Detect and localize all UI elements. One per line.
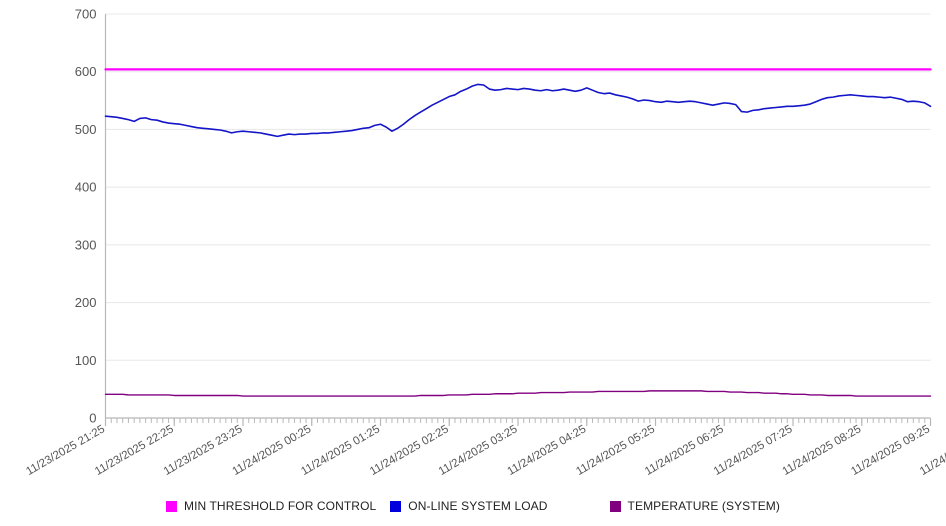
series-line bbox=[104, 390, 932, 397]
y-tick-label: 0 bbox=[89, 411, 96, 426]
y-tick-label: 600 bbox=[75, 64, 97, 79]
chart-plot-area: 700 600 500 400 300 200 100 0 11/23/2025 21:251… bbox=[24, 7, 946, 478]
y-tick-label: 700 bbox=[75, 7, 97, 22]
series-line bbox=[104, 83, 932, 138]
legend-item-system-load[interactable]: ON-LINE SYSTEM LOAD bbox=[390, 499, 547, 513]
y-axis-tick-labels: 700 600 500 400 300 200 100 0 bbox=[75, 7, 97, 426]
gridlines bbox=[105, 13, 931, 419]
y-tick-label: 100 bbox=[75, 353, 97, 368]
x-axis-major-ticks bbox=[104, 418, 932, 426]
legend-label-temperature: TEMPERATURE (SYSTEM) bbox=[627, 499, 780, 513]
y-tick-label: 500 bbox=[75, 122, 97, 137]
legend-swatch-system-load bbox=[390, 500, 402, 512]
y-tick-label: 300 bbox=[75, 237, 97, 252]
chart-legend: MIN THRESHOLD FOR CONTROL ON-LINE SYSTEM… bbox=[0, 494, 946, 518]
y-tick-label: 200 bbox=[75, 295, 97, 310]
y-tick-label: 400 bbox=[75, 180, 97, 195]
legend-label-system-load: ON-LINE SYSTEM LOAD bbox=[408, 499, 548, 513]
legend-item-temperature[interactable]: TEMPERATURE (SYSTEM) bbox=[609, 499, 780, 513]
legend-label-min-threshold: MIN THRESHOLD FOR CONTROL bbox=[183, 499, 377, 513]
data-series-layer bbox=[104, 68, 932, 397]
legend-item-min-threshold[interactable]: MIN THRESHOLD FOR CONTROL bbox=[165, 499, 377, 513]
legend-swatch-temperature bbox=[609, 500, 621, 512]
legend-swatch-min-threshold bbox=[165, 500, 177, 512]
